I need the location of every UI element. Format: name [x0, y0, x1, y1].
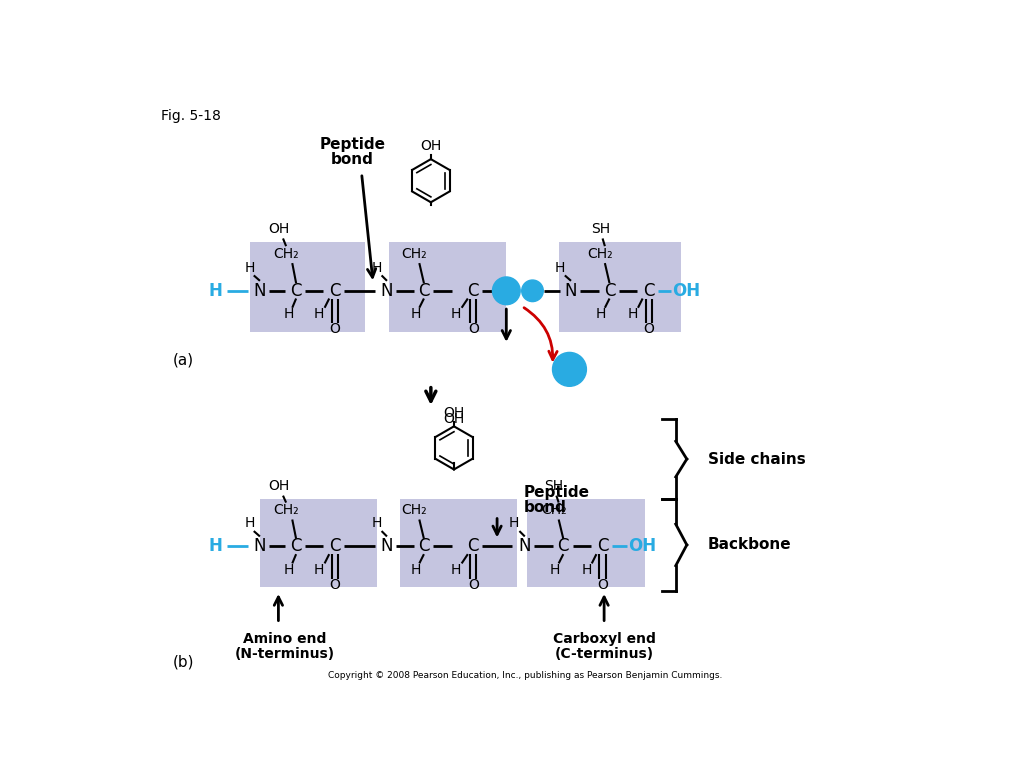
- Text: N: N: [381, 538, 393, 555]
- Text: H: H: [451, 562, 461, 577]
- Text: C: C: [604, 282, 615, 300]
- Text: H: H: [314, 307, 325, 321]
- Text: H: H: [372, 516, 382, 531]
- Text: Amino end: Amino end: [243, 632, 327, 646]
- Text: (N-terminus): (N-terminus): [234, 647, 335, 661]
- Text: O: O: [329, 578, 340, 592]
- Text: H: H: [527, 284, 538, 297]
- Text: H: H: [411, 307, 421, 321]
- Circle shape: [493, 277, 520, 305]
- Text: CH₂: CH₂: [273, 503, 299, 518]
- FancyBboxPatch shape: [527, 498, 645, 587]
- Text: H: H: [582, 562, 592, 577]
- Text: Fig. 5-18: Fig. 5-18: [162, 109, 221, 123]
- Text: N: N: [381, 282, 393, 300]
- Text: H: H: [451, 307, 461, 321]
- Text: Copyright © 2008 Pearson Education, Inc., publishing as Pearson Benjamin Cumming: Copyright © 2008 Pearson Education, Inc.…: [328, 671, 722, 680]
- Text: (C-terminus): (C-terminus): [555, 647, 653, 661]
- Text: H: H: [284, 562, 294, 577]
- Text: O: O: [329, 323, 340, 336]
- Text: Peptide: Peptide: [523, 485, 589, 500]
- Text: O: O: [468, 578, 478, 592]
- Text: H: H: [550, 562, 560, 577]
- Text: H₂O: H₂O: [555, 362, 585, 376]
- Text: H: H: [509, 516, 519, 531]
- Text: CH₂: CH₂: [588, 247, 613, 261]
- Text: C: C: [597, 538, 608, 555]
- Text: H: H: [596, 307, 606, 321]
- FancyBboxPatch shape: [250, 243, 366, 333]
- Text: SH: SH: [591, 222, 610, 237]
- Text: (a): (a): [173, 353, 194, 368]
- Text: H: H: [245, 516, 255, 531]
- Text: CH₂: CH₂: [401, 503, 427, 518]
- Text: OH: OH: [420, 139, 441, 153]
- Text: OH: OH: [496, 284, 517, 297]
- Text: Peptide: Peptide: [319, 137, 385, 152]
- Text: OH: OH: [268, 479, 290, 493]
- Text: OH: OH: [673, 282, 700, 300]
- FancyBboxPatch shape: [400, 498, 517, 587]
- Text: N: N: [518, 538, 531, 555]
- Text: H: H: [284, 307, 294, 321]
- Text: CH₂: CH₂: [542, 503, 567, 518]
- Text: OH: OH: [443, 412, 465, 426]
- Text: C: C: [329, 538, 340, 555]
- Text: OH: OH: [443, 406, 465, 420]
- Text: H: H: [372, 260, 382, 275]
- Text: CH₂: CH₂: [401, 247, 427, 261]
- FancyBboxPatch shape: [559, 243, 681, 333]
- Text: C: C: [291, 538, 302, 555]
- FancyBboxPatch shape: [388, 243, 506, 333]
- Text: N: N: [565, 282, 578, 300]
- Text: OH: OH: [629, 538, 656, 555]
- Text: N: N: [254, 538, 266, 555]
- Text: H: H: [245, 260, 255, 275]
- Text: C: C: [418, 538, 430, 555]
- Text: H: H: [411, 562, 421, 577]
- Text: O: O: [468, 323, 478, 336]
- Text: Side chains: Side chains: [708, 452, 806, 467]
- Text: bond: bond: [523, 501, 566, 515]
- Text: C: C: [468, 538, 479, 555]
- Text: O: O: [643, 323, 654, 336]
- Text: C: C: [557, 538, 569, 555]
- Text: C: C: [291, 282, 302, 300]
- Text: H: H: [628, 307, 638, 321]
- Text: Backbone: Backbone: [708, 538, 792, 552]
- Text: OH: OH: [268, 222, 290, 237]
- Text: Carboxyl end: Carboxyl end: [553, 632, 655, 646]
- Text: H: H: [208, 538, 222, 555]
- Text: H: H: [314, 562, 325, 577]
- Text: H: H: [555, 260, 565, 275]
- Text: SH: SH: [545, 479, 563, 493]
- Text: O: O: [597, 578, 608, 592]
- Circle shape: [553, 353, 587, 386]
- Text: C: C: [329, 282, 340, 300]
- Text: C: C: [418, 282, 430, 300]
- Text: C: C: [643, 282, 654, 300]
- Text: C: C: [468, 282, 479, 300]
- Text: CH₂: CH₂: [273, 247, 299, 261]
- Circle shape: [521, 280, 544, 302]
- Text: (b): (b): [173, 654, 195, 670]
- Text: bond: bond: [331, 152, 374, 167]
- FancyBboxPatch shape: [260, 498, 377, 587]
- Text: H: H: [208, 282, 222, 300]
- Text: N: N: [254, 282, 266, 300]
